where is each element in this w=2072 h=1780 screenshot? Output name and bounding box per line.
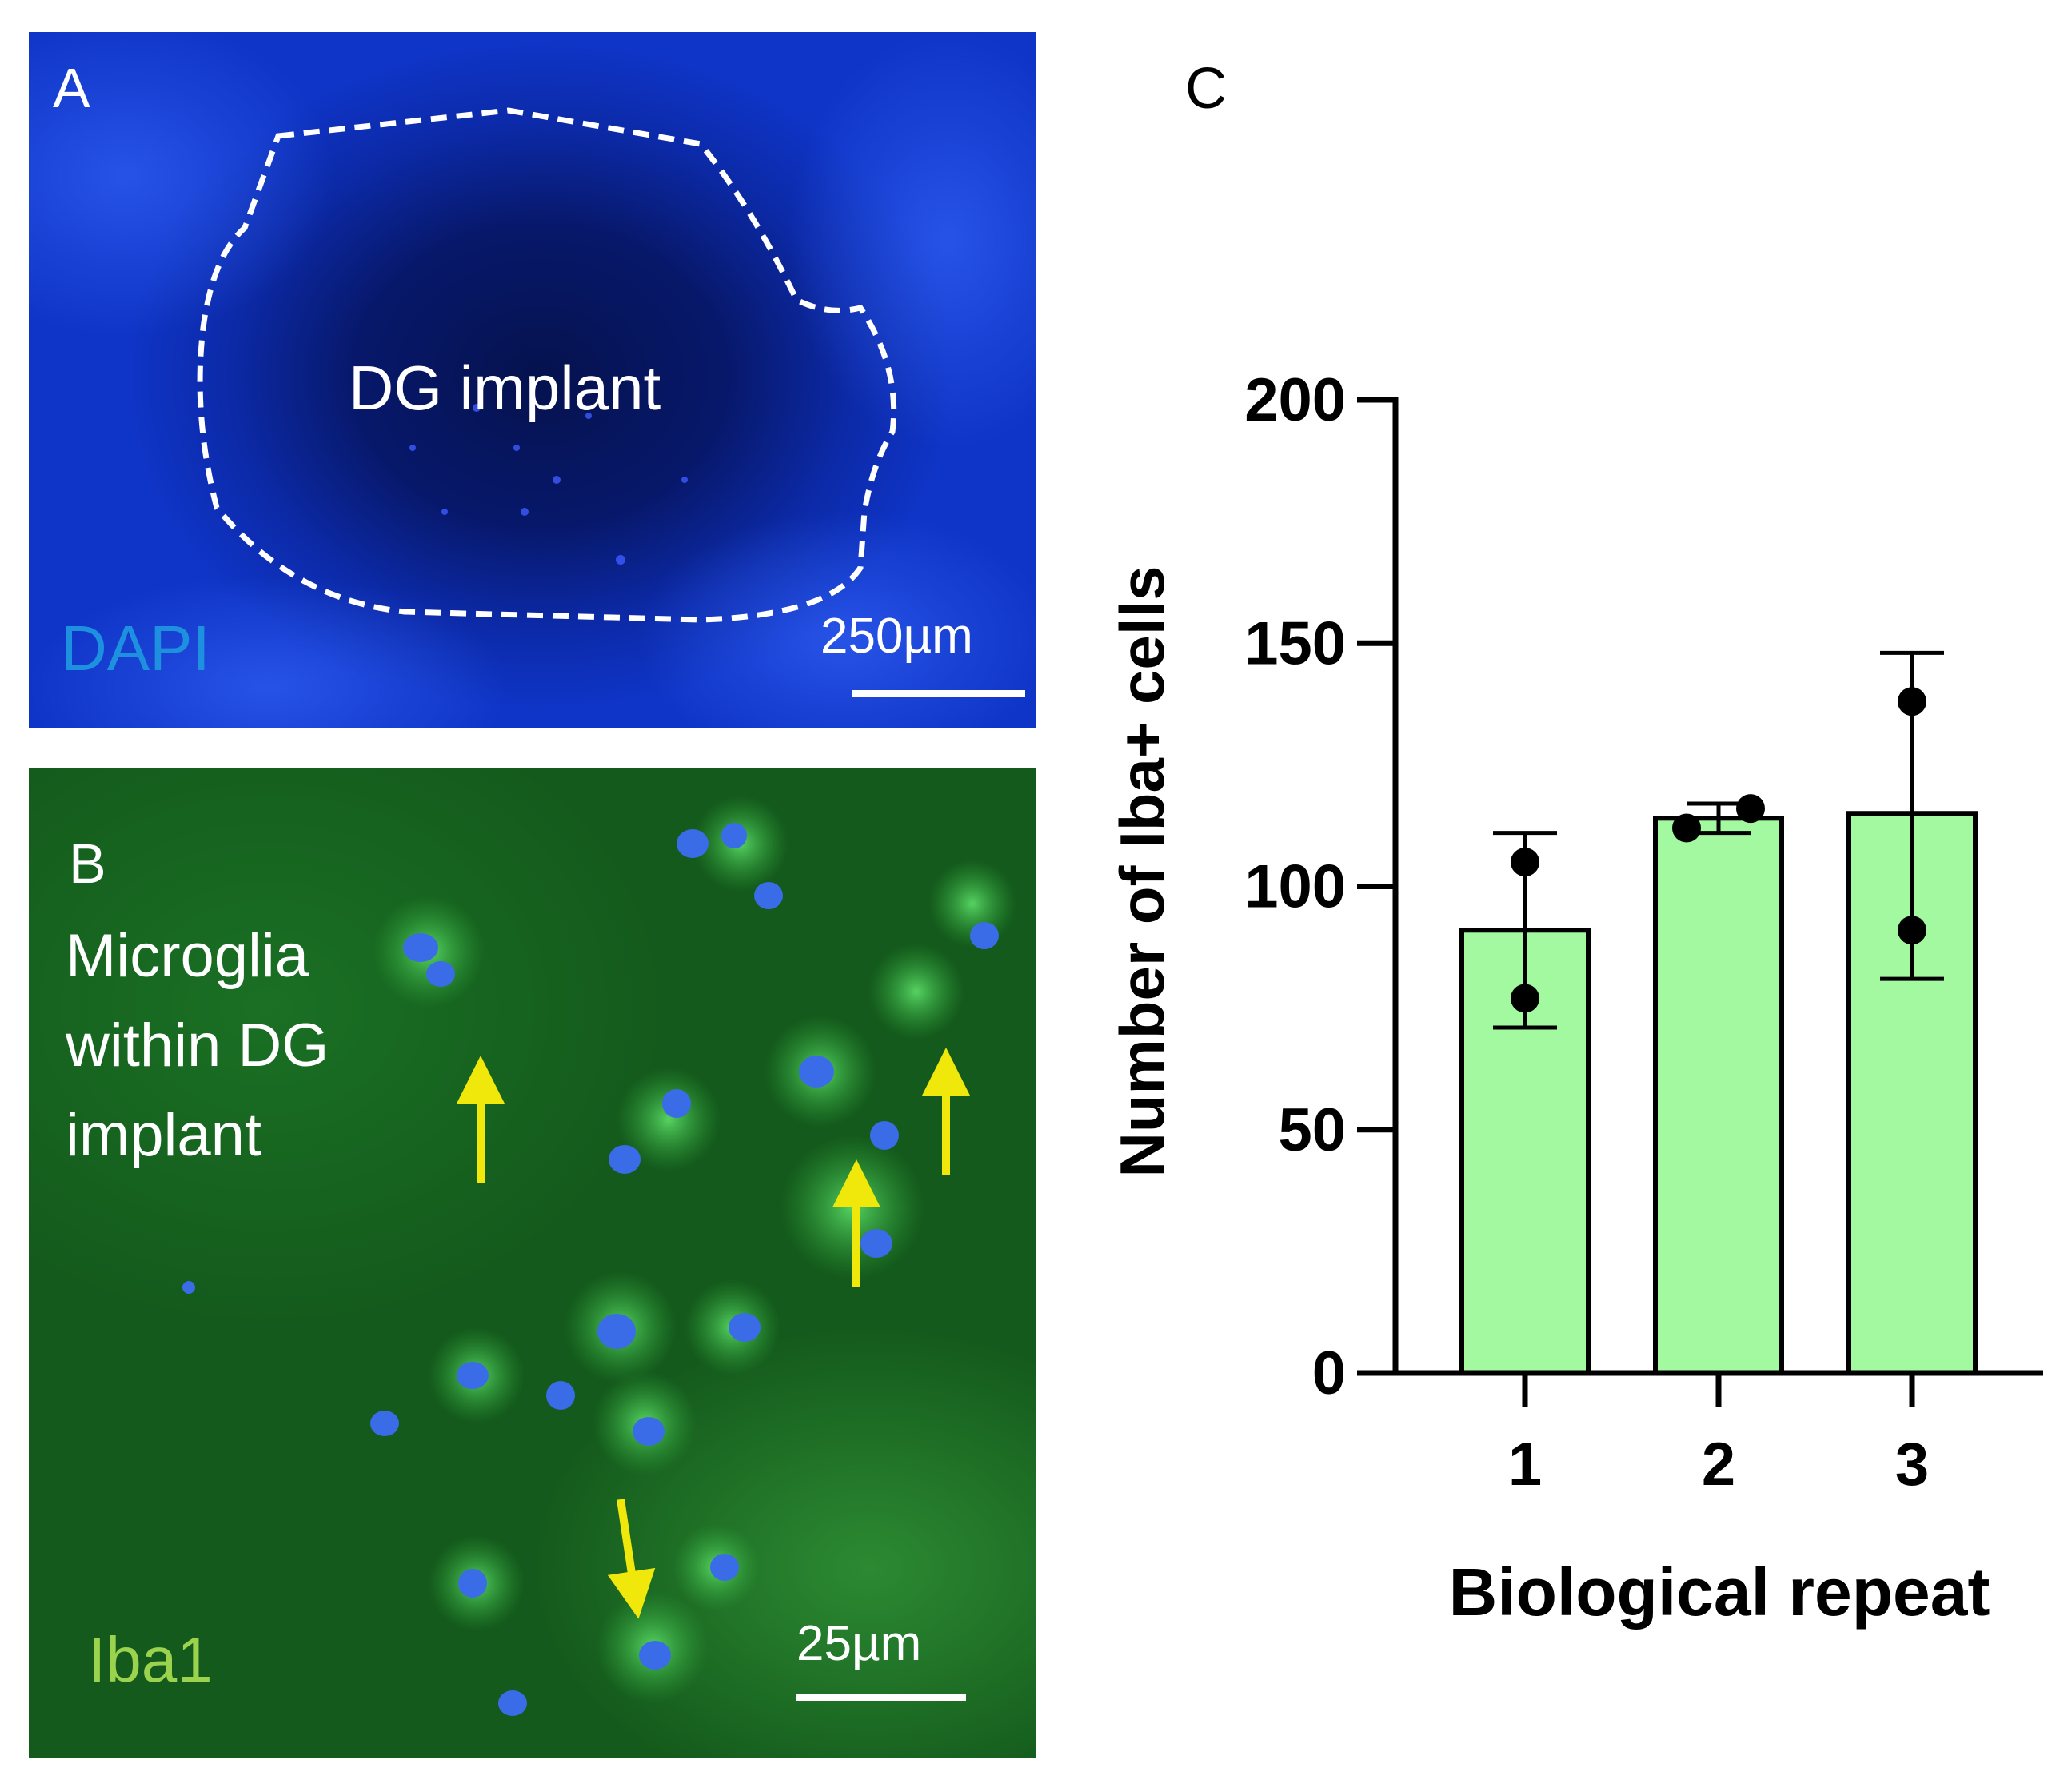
scale-bar-line: [796, 1694, 966, 1701]
bar-2: [1653, 816, 1784, 1375]
data-point: [1898, 916, 1926, 945]
panel-c-letter: C: [1185, 57, 1227, 121]
iba1-stain-label: Iba1: [88, 1624, 213, 1695]
scale-bar-label: 250µm: [820, 609, 973, 664]
x-tick-label-1: 1: [1508, 1431, 1542, 1499]
data-point: [1736, 794, 1765, 824]
dapi-micrograph: A DG implant DAPI 250µm: [29, 32, 1036, 728]
microglia-cells: [373, 796, 1016, 1703]
iba1-micrograph: B Microglia within DG implant Iba1 25µm: [29, 768, 1036, 1758]
nuclei: [182, 823, 999, 1716]
x-tick-label-2: 2: [1702, 1431, 1735, 1499]
panel-a-letter: A: [53, 57, 90, 119]
arrows: [457, 1048, 970, 1619]
data-point: [1511, 984, 1539, 1013]
implant-outline: [197, 107, 897, 623]
x-tick-label-3: 3: [1895, 1431, 1929, 1499]
y-axis-label: Number of Iba+ cells: [1107, 565, 1177, 1177]
y-tick-label-0: 0: [1312, 1339, 1346, 1407]
scale-bar-label: 25µm: [796, 1616, 922, 1671]
y-tick-label-200: 200: [1244, 366, 1346, 434]
microglia-caption: Microglia within DG implant: [66, 922, 329, 1169]
data-point: [1898, 687, 1926, 716]
x-axis-label: Biological repeat: [1449, 1555, 1990, 1630]
dapi-stain-label: DAPI: [61, 613, 210, 684]
y-tick-label-50: 50: [1278, 1096, 1346, 1164]
panel-b-letter: B: [69, 832, 106, 895]
data-point: [1511, 848, 1539, 877]
y-tick-label-150: 150: [1244, 609, 1346, 677]
y-tick-label-100: 100: [1244, 853, 1346, 921]
implant-label: DG implant: [349, 353, 661, 423]
data-point: [1672, 813, 1701, 843]
scale-bar-line: [852, 690, 1025, 697]
